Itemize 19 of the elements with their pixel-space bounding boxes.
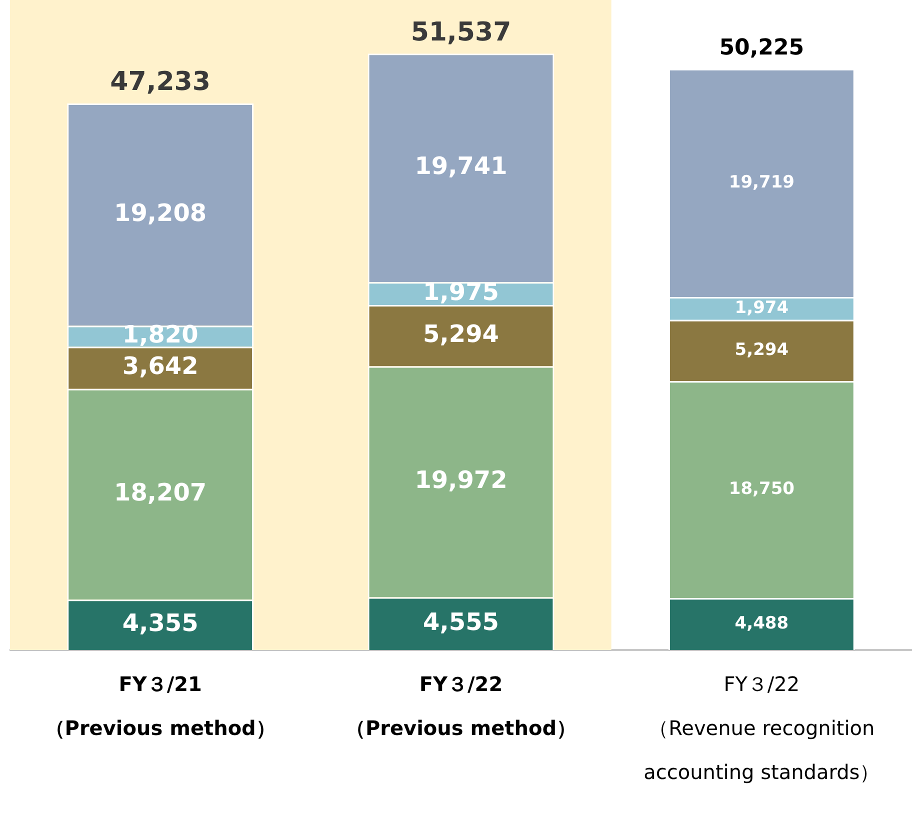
total-label: 50,225 <box>719 36 804 61</box>
data-label: 18,750 <box>728 479 795 500</box>
data-label: 19,208 <box>114 198 207 227</box>
total-label: 51,537 <box>410 17 512 48</box>
data-label: 4,555 <box>423 608 499 636</box>
data-label: 19,719 <box>728 172 794 192</box>
data-label: 4,488 <box>734 613 789 634</box>
data-label: 3,642 <box>122 352 198 380</box>
data-label: 19,741 <box>414 152 508 180</box>
data-label: 5,294 <box>423 320 499 348</box>
x-tick-label: FY３/21 （Previous method） <box>44 672 276 740</box>
data-label: 4,355 <box>122 609 198 638</box>
data-label: 18,207 <box>114 478 207 507</box>
data-label: 1,974 <box>734 298 789 318</box>
total-label: 47,233 <box>110 67 211 98</box>
x-tick-label: FY３/22 （Revenue recognition accounting standards） <box>644 672 880 784</box>
data-label: 19,972 <box>414 466 508 494</box>
x-tick-label: FY３/22 （Previous method） <box>345 672 577 740</box>
data-label: 5,294 <box>734 340 789 360</box>
